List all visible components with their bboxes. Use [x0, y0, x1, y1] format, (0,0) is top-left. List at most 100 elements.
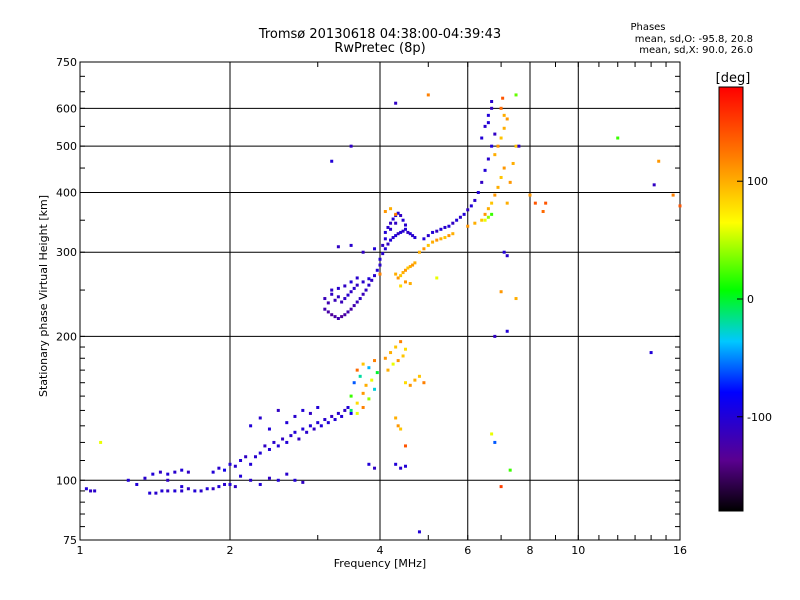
data-point: [346, 293, 350, 297]
data-point: [330, 159, 334, 163]
data-point: [349, 280, 353, 284]
data-point: [297, 437, 301, 441]
data-point: [249, 478, 253, 482]
data-point: [154, 491, 158, 495]
data-point: [403, 223, 407, 227]
data-point: [370, 378, 374, 382]
data-point: [389, 351, 393, 355]
data-point: [373, 466, 377, 470]
data-point: [383, 210, 387, 214]
data-point: [223, 482, 227, 486]
data-point: [330, 288, 334, 292]
data-point: [403, 268, 407, 272]
data-point: [422, 237, 426, 241]
data-point: [502, 126, 506, 130]
data-point: [228, 462, 232, 466]
data-point: [361, 292, 365, 296]
data-point: [383, 247, 387, 251]
data-point: [401, 218, 405, 222]
data-point: [267, 427, 271, 431]
data-point: [330, 414, 334, 418]
data-point: [293, 414, 297, 418]
data-point: [396, 359, 400, 363]
data-point: [396, 232, 400, 236]
data-point: [417, 374, 421, 378]
data-point: [394, 345, 398, 349]
data-point: [490, 201, 494, 205]
data-point: [649, 351, 653, 355]
data-point: [340, 414, 344, 418]
data-point: [486, 113, 490, 117]
data-point: [166, 478, 170, 482]
y-tick-label: 75: [63, 534, 77, 547]
data-point: [413, 261, 417, 265]
data-point: [399, 284, 403, 288]
data-point: [305, 430, 309, 434]
data-point: [364, 288, 368, 292]
data-point: [249, 462, 253, 466]
data-point: [343, 297, 347, 301]
data-point: [455, 218, 459, 222]
data-point: [349, 243, 353, 247]
data-point: [678, 204, 682, 208]
colorbar-tick-label: 100: [747, 175, 768, 188]
data-point: [480, 180, 484, 184]
axis-ticks: 1 2 4 6 8 10 16 75 100 200 300 400 500 600 750: [56, 56, 687, 557]
data-point: [451, 221, 455, 225]
phases-x-stats: mean, sd,X: 90.0, 26.0: [639, 45, 753, 56]
data-point: [180, 485, 184, 489]
data-point: [496, 144, 500, 148]
data-point: [319, 424, 323, 428]
data-point: [502, 166, 506, 170]
data-point: [490, 106, 494, 110]
data-point: [258, 416, 262, 420]
colorbar-label: [deg]: [716, 71, 751, 86]
data-point: [408, 282, 412, 286]
data-point: [367, 397, 371, 401]
data-point: [399, 340, 403, 344]
chart-title: Tromsø 20130618 04:38:00-04:39:43: [258, 27, 501, 42]
data-point: [346, 405, 350, 409]
data-point: [476, 190, 480, 194]
data-point: [505, 254, 509, 258]
data-point: [253, 455, 257, 459]
data-point: [657, 159, 661, 163]
data-point: [426, 234, 430, 238]
data-point: [301, 427, 305, 431]
data-point: [408, 232, 412, 236]
data-point: [508, 468, 512, 472]
data-point: [505, 117, 509, 121]
data-point: [508, 180, 512, 184]
data-point: [258, 482, 262, 486]
data-point: [386, 368, 390, 372]
data-point: [89, 489, 93, 493]
data-point: [276, 444, 280, 448]
data-point: [394, 462, 398, 466]
data-point: [396, 276, 400, 280]
x-tick-label: 10: [571, 544, 585, 557]
data-point: [443, 236, 447, 240]
data-point: [652, 183, 656, 187]
y-tick-label: 750: [56, 56, 77, 69]
data-point: [364, 383, 368, 387]
data-point: [466, 224, 470, 228]
data-point: [336, 286, 340, 290]
data-point: [401, 354, 405, 358]
phases-title: Phases: [630, 22, 665, 33]
data-point: [361, 362, 365, 366]
data-point: [389, 238, 393, 242]
data-point: [378, 257, 382, 261]
data-point: [490, 212, 494, 216]
data-point: [233, 464, 237, 468]
colorbar-tick-label: -100: [747, 411, 772, 424]
data-point: [426, 243, 430, 247]
data-point: [408, 383, 412, 387]
data-point: [396, 211, 400, 215]
data-point: [358, 374, 362, 378]
phases-o-stats: mean, sd,O: -95.8, 20.8: [635, 34, 753, 45]
data-point: [355, 300, 359, 304]
data-point: [193, 489, 197, 493]
data-point: [413, 236, 417, 240]
data-point: [469, 204, 473, 208]
data-point: [480, 218, 484, 222]
